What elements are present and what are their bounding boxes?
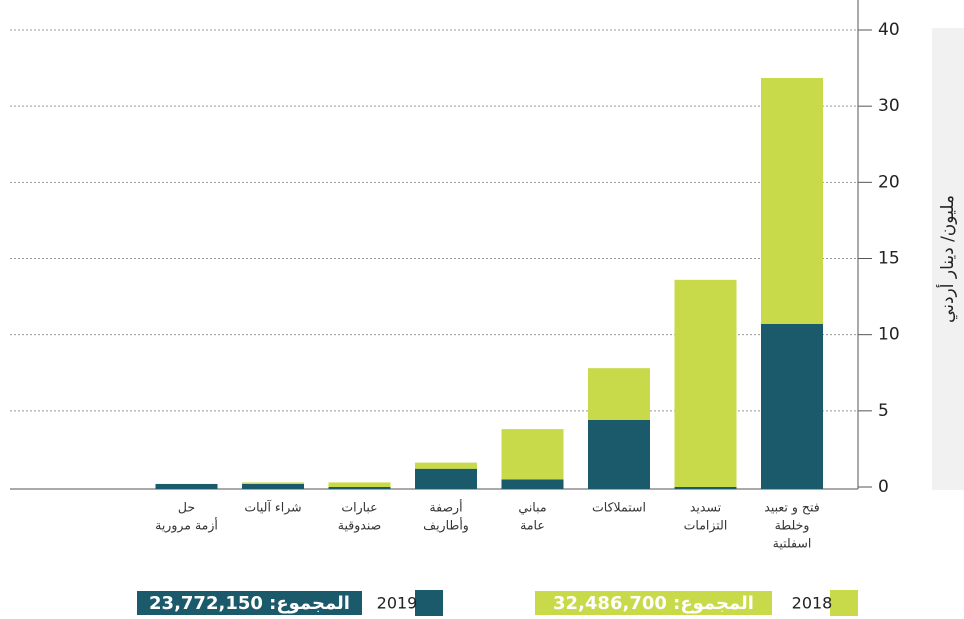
- y-tick-label: 20: [878, 172, 900, 192]
- y-tick-label: 0: [878, 477, 889, 497]
- legend-total-bg: [535, 591, 772, 615]
- x-tick-label: أرصفة: [429, 499, 462, 516]
- y-tick-label: 30: [878, 96, 900, 116]
- x-tick-label: وأطاريف: [423, 517, 469, 534]
- bar-segment: [761, 324, 823, 489]
- bar-segment: [761, 77, 823, 325]
- bar-segment: [415, 462, 477, 469]
- x-tick-label: شراء آليات: [244, 500, 301, 516]
- bar-segment: [415, 468, 477, 489]
- bar-segment: [501, 479, 564, 489]
- x-tick-label: اسفلتية: [773, 536, 812, 551]
- x-tick-label: أزمة مرورية: [155, 517, 218, 534]
- legend-total: المجموع: 32,486,700: [553, 593, 754, 614]
- bar-segment: [242, 483, 304, 489]
- legend-swatch: [830, 590, 858, 616]
- y-label-bg: [932, 28, 964, 490]
- bar-segment: [674, 487, 737, 489]
- legend-label: 2019: [377, 594, 418, 613]
- y-tick-label: 10: [878, 325, 900, 345]
- x-tick-label: مباني: [518, 500, 546, 515]
- legend-swatch: [415, 590, 443, 616]
- legend-total-bg: [137, 591, 362, 615]
- x-tick-label: استملاكات: [592, 500, 646, 515]
- legend-label: 2018: [792, 594, 833, 613]
- bar-segment: [155, 483, 218, 489]
- bar-segment: [674, 279, 737, 487]
- bar-segment: [328, 487, 391, 489]
- x-tick-label: تسديد: [690, 500, 722, 515]
- x-tick-label: عبارات: [341, 500, 377, 516]
- bar-segment: [588, 368, 650, 420]
- x-tick-label: فتح و تعبيد: [764, 500, 819, 516]
- x-tick-label: وخلطة: [775, 518, 810, 534]
- x-tick-label: عامة: [520, 518, 545, 533]
- y-axis-label: مليون/ دينار أردني: [936, 195, 958, 323]
- x-tick-label: صندوقية: [338, 518, 381, 534]
- bar-segment: [588, 419, 650, 489]
- x-tick-label: حل: [178, 500, 195, 515]
- bar-segment: [328, 482, 391, 487]
- legend-total: المجموع: 23,772,150: [149, 593, 350, 614]
- y-tick-label: 15: [878, 249, 900, 269]
- bar-segment: [501, 429, 564, 480]
- y-tick-label: 40: [878, 20, 900, 40]
- x-tick-label: التزامات: [684, 518, 728, 534]
- bar-segment: [242, 482, 304, 484]
- y-tick-label: 5: [878, 401, 889, 421]
